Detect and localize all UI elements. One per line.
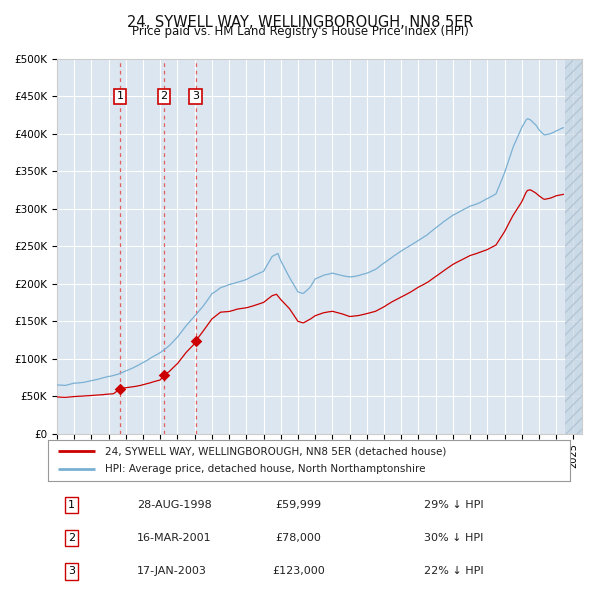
- Text: 16-MAR-2001: 16-MAR-2001: [137, 533, 211, 543]
- Text: £59,999: £59,999: [275, 500, 322, 510]
- Point: [159, 371, 169, 380]
- Point: [191, 337, 200, 346]
- Text: 2: 2: [68, 533, 75, 543]
- Text: 29% ↓ HPI: 29% ↓ HPI: [424, 500, 484, 510]
- Text: 17-JAN-2003: 17-JAN-2003: [137, 566, 206, 576]
- Point: [115, 384, 125, 394]
- Text: 24, SYWELL WAY, WELLINGBOROUGH, NN8 5ER: 24, SYWELL WAY, WELLINGBOROUGH, NN8 5ER: [127, 15, 473, 30]
- Text: 24, SYWELL WAY, WELLINGBOROUGH, NN8 5ER (detached house): 24, SYWELL WAY, WELLINGBOROUGH, NN8 5ER …: [106, 446, 447, 456]
- Text: HPI: Average price, detached house, North Northamptonshire: HPI: Average price, detached house, Nort…: [106, 464, 426, 474]
- Text: 2: 2: [160, 91, 167, 101]
- Text: Price paid vs. HM Land Registry's House Price Index (HPI): Price paid vs. HM Land Registry's House …: [131, 25, 469, 38]
- Text: 22% ↓ HPI: 22% ↓ HPI: [424, 566, 484, 576]
- Bar: [565, 59, 582, 434]
- Text: 1: 1: [68, 500, 75, 510]
- Text: 30% ↓ HPI: 30% ↓ HPI: [424, 533, 483, 543]
- Text: 3: 3: [192, 91, 199, 101]
- Text: 1: 1: [116, 91, 124, 101]
- Text: 3: 3: [68, 566, 75, 576]
- Text: £123,000: £123,000: [272, 566, 325, 576]
- Text: 28-AUG-1998: 28-AUG-1998: [137, 500, 211, 510]
- Text: £78,000: £78,000: [275, 533, 322, 543]
